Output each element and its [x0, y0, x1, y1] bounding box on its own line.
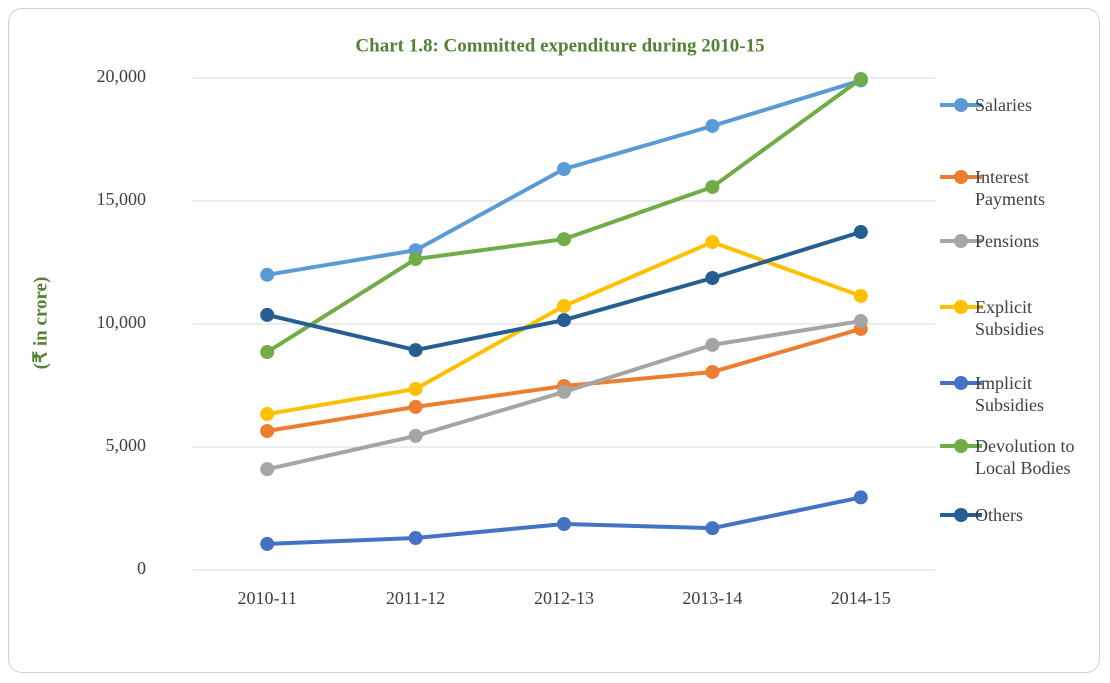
point [260, 307, 275, 322]
legend-marker [954, 376, 968, 390]
point [853, 314, 868, 329]
point [408, 399, 423, 414]
point [260, 407, 275, 422]
y-tick-label: 15,000 [97, 189, 147, 209]
point [408, 531, 423, 546]
x-tick-label: 2011-12 [386, 588, 445, 608]
legend-marker [954, 234, 968, 248]
point [408, 381, 423, 396]
point [705, 179, 720, 194]
point [705, 270, 720, 285]
point [408, 428, 423, 443]
legend-marker [954, 439, 968, 453]
point [705, 364, 720, 379]
point [557, 232, 571, 247]
x-tick-label: 2010-11 [238, 588, 297, 608]
point [260, 536, 275, 551]
point [557, 516, 571, 531]
point [853, 288, 868, 303]
legend-label: Others [975, 505, 1023, 525]
point [260, 345, 275, 360]
legend-label: Pensions [975, 231, 1040, 251]
legend-marker [954, 508, 968, 522]
point [557, 299, 571, 314]
legend-marker [954, 300, 968, 314]
point [408, 252, 423, 267]
y-axis-label: (₹ in crore) [30, 277, 51, 370]
point [853, 490, 868, 505]
chart-title: Chart 1.8: Committed expenditure during … [355, 35, 764, 56]
legend-label: Interest Payments [975, 167, 1045, 209]
legend-label: Devolution to Local Bodies [975, 436, 1075, 478]
y-tick-label: 20,000 [97, 66, 147, 86]
chart-frame [8, 8, 1100, 673]
series-line [266, 230, 862, 353]
x-tick-label: 2013-14 [682, 588, 742, 608]
point [557, 162, 571, 177]
point [260, 267, 275, 282]
point [853, 71, 868, 86]
legend-marker [954, 170, 968, 184]
legend-label: Implicit Subsidies [975, 373, 1045, 415]
y-tick-label: 10,000 [97, 312, 147, 332]
point [853, 224, 868, 239]
point [557, 384, 571, 399]
x-tick-label: 2014-15 [831, 588, 891, 608]
point [705, 521, 720, 536]
y-tick-label: 0 [137, 558, 146, 578]
legend-label: Explicit Subsidies [975, 297, 1045, 339]
legend-label: Salaries [975, 95, 1032, 115]
point [705, 337, 720, 352]
point [705, 235, 720, 250]
y-tick-label: 5,000 [106, 435, 147, 455]
point [705, 118, 720, 133]
point [557, 313, 571, 328]
x-tick-label: 2012-13 [534, 588, 594, 608]
point [260, 462, 275, 477]
legend-marker [954, 98, 968, 112]
point [408, 343, 423, 358]
point [260, 424, 275, 439]
